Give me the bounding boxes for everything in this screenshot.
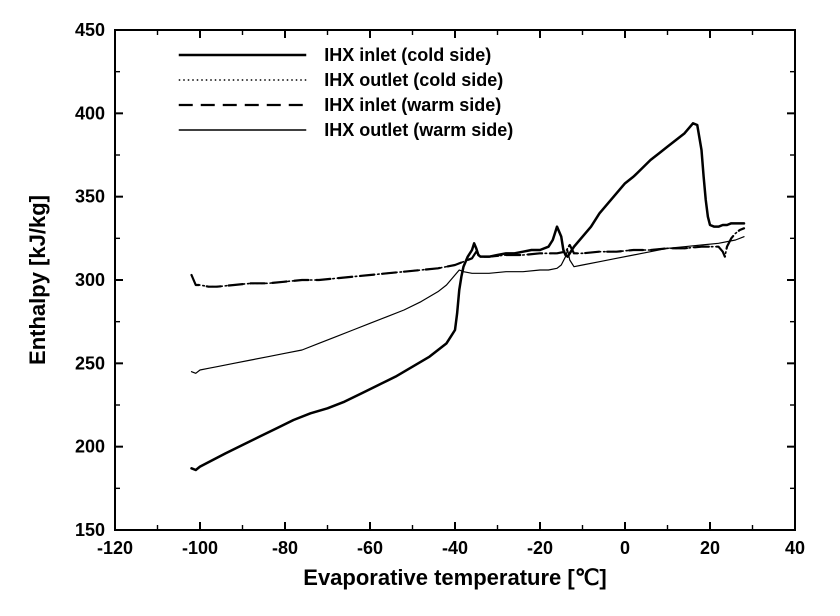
y-tick-label: 150 [75, 520, 105, 540]
y-tick-label: 450 [75, 20, 105, 40]
y-tick-label: 250 [75, 353, 105, 373]
legend-label-s1: IHX inlet (cold side) [324, 45, 491, 65]
y-tick-label: 350 [75, 187, 105, 207]
y-tick-label: 400 [75, 103, 105, 123]
x-axis-label: Evaporative temperature [℃] [303, 565, 606, 590]
x-tick-label: -120 [97, 538, 133, 558]
x-tick-label: 0 [620, 538, 630, 558]
y-axis-label: Enthalpy [kJ/kg] [25, 195, 50, 365]
enthalpy-vs-evap-temperature-chart: -120 -100 -80 -60 -40 -20 0 20 40 150 200 250 300 350… [0, 0, 840, 616]
x-tick-label: -100 [182, 538, 218, 558]
y-tick-label: 300 [75, 270, 105, 290]
chart-background [0, 0, 840, 616]
legend-label-s3: IHX inlet (warm side) [324, 95, 501, 115]
x-tick-label: -80 [272, 538, 298, 558]
legend-label-s2: IHX outlet (cold side) [324, 70, 503, 90]
x-tick-label: 40 [785, 538, 805, 558]
x-tick-label: 20 [700, 538, 720, 558]
x-tick-label: -40 [442, 538, 468, 558]
x-tick-label: -20 [527, 538, 553, 558]
x-tick-label: -60 [357, 538, 383, 558]
y-tick-label: 200 [75, 437, 105, 457]
legend-label-s4: IHX outlet (warm side) [324, 120, 513, 140]
